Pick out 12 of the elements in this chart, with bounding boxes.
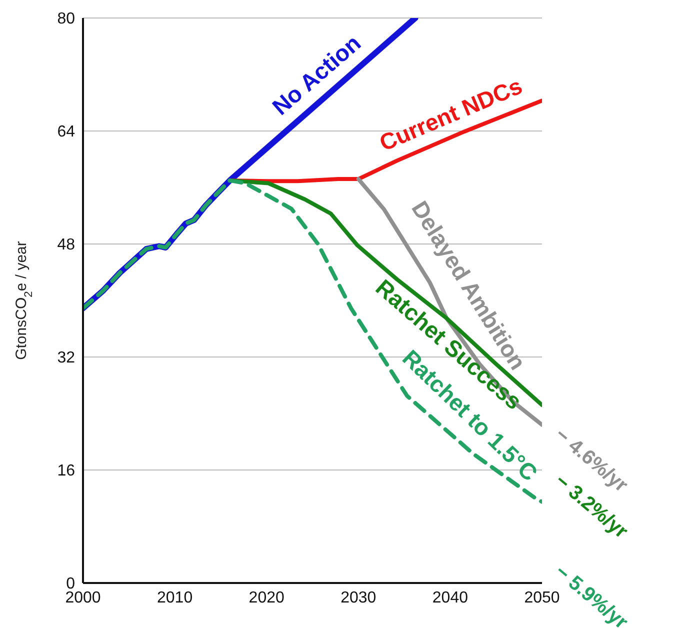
x-tick-label: 2000 [65,589,101,606]
x-tick-label: 2050 [524,589,560,606]
x-tick-label: 2030 [340,589,376,606]
y-tick-label: 64 [57,124,76,141]
y-tick-label: 80 [57,10,76,28]
x-tick-label: 2020 [248,589,284,606]
y-tick-label: 16 [57,462,76,480]
y-tick-label: 48 [57,236,76,254]
x-tick-label: 2010 [157,589,193,606]
y-tick-label: 32 [57,350,76,367]
line-series [83,178,542,504]
x-tick-label: 2040 [432,589,468,606]
